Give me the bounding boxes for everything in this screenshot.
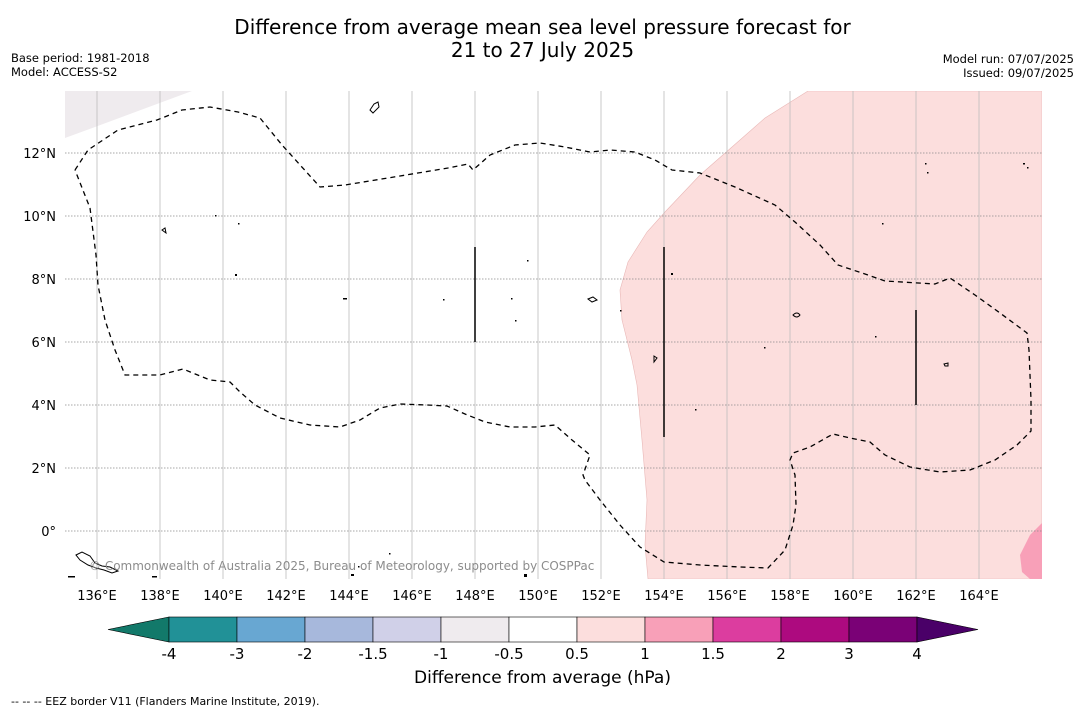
base-period-label: Base period: 1981-2018 [11, 51, 150, 65]
islands [75, 101, 949, 574]
colorbar-bin [508, 616, 578, 643]
island-pohnpei [792, 312, 801, 318]
colorbar-tick-label: 0.5 [565, 645, 589, 663]
model-run-label: Model run: 07/07/2025 [942, 52, 1074, 66]
colorbar [107, 616, 979, 643]
latitude-labels: 12°N 10°N 8°N 6°N 4°N 2°N 0° [23, 147, 56, 540]
colorbar-arrow-high [916, 616, 979, 643]
eez-border-west [74, 106, 1032, 569]
colorbar-title: Difference from average (hPa) [414, 668, 671, 688]
colorbar-tick-label: 3 [844, 645, 854, 663]
island-palau-png [75, 551, 120, 574]
colorbar-tick-label: 1 [640, 645, 650, 663]
colorbar-bin [576, 616, 646, 643]
colorbar-tick-labels: -4 -3 -2 -1.5 -1 -0.5 0.5 1 1.5 2 3 4 [162, 645, 922, 663]
map-area: © Commonwealth of Australia 2025, Bureau… [65, 91, 1042, 579]
colorbar-tick-label: -1 [434, 645, 449, 663]
lon-label: 146°E [392, 589, 432, 604]
lon-label: 154°E [644, 589, 684, 604]
lon-label: 164°E [959, 589, 999, 604]
stronger-anomaly-region [1020, 523, 1042, 579]
lat-label: 6°N [32, 336, 57, 351]
lat-label: 8°N [32, 273, 57, 288]
colorbar-tick-label: 1.5 [701, 645, 725, 663]
negative-anomaly-region [65, 91, 192, 138]
colorbar-bin [644, 616, 714, 643]
eez-footnote: -- -- -- EEZ border V11 (Flanders Marine… [11, 695, 320, 708]
lon-label: 144°E [329, 589, 369, 604]
model-label: Model: ACCESS-S2 [11, 65, 118, 79]
lat-label: 12°N [23, 147, 56, 162]
lon-label: 160°E [833, 589, 873, 604]
small-islands [68, 163, 1029, 578]
lon-label: 150°E [518, 589, 558, 604]
island-guam [369, 101, 380, 114]
eez-dividing-lines [474, 247, 917, 437]
lon-label: 140°E [203, 589, 243, 604]
lat-label: 10°N [23, 210, 56, 225]
colorbar-bin [440, 616, 510, 643]
lon-label: 136°E [77, 589, 117, 604]
longitude-labels: 136°E 138°E 140°E 142°E 144°E 146°E 148°… [77, 589, 999, 604]
lon-label: 158°E [770, 589, 810, 604]
latitude-gridlines [65, 152, 1042, 532]
lon-label: 156°E [707, 589, 747, 604]
colorbar-bin [372, 616, 442, 643]
positive-anomaly-region [619, 91, 1042, 579]
colorbar-tick-label: -3 [230, 645, 245, 663]
lat-label: 4°N [32, 399, 57, 414]
colorbar-bin [168, 616, 238, 643]
island-cluster-chuuk [586, 296, 599, 303]
issued-label: Issued: 09/07/2025 [963, 66, 1074, 80]
lon-label: 142°E [266, 589, 306, 604]
colorbar-tick-label: -2 [298, 645, 313, 663]
lon-label: 148°E [455, 589, 495, 604]
lat-label: 2°N [32, 462, 57, 477]
lon-label: 138°E [140, 589, 180, 604]
map-title-line1: Difference from average mean sea level p… [234, 15, 851, 39]
colorbar-tick-label: 2 [776, 645, 786, 663]
colorbar-bin [236, 616, 306, 643]
island-kosrae [943, 362, 949, 367]
colorbar-tick-label: -0.5 [494, 645, 523, 663]
colorbar-bin [848, 616, 918, 643]
colorbar-bin [780, 616, 850, 643]
colorbar-tick-label: -1.5 [358, 645, 387, 663]
island-cluster-yap [161, 227, 167, 235]
colorbar-bin [712, 616, 782, 643]
colorbar-bin [304, 616, 374, 643]
colorbar-tick-label: 4 [912, 645, 922, 663]
island-nukuoro [653, 355, 658, 364]
lat-label: 0° [41, 525, 56, 540]
colorbar-arrow-low [107, 616, 170, 643]
copyright-notice: © Commonwealth of Australia 2025, Bureau… [89, 559, 594, 573]
map-title-line2: 21 to 27 July 2025 [450, 38, 635, 62]
lon-label: 152°E [581, 589, 621, 604]
colorbar-tick-label: -4 [162, 645, 177, 663]
eez-borders [74, 106, 1032, 569]
lon-label: 162°E [896, 589, 936, 604]
